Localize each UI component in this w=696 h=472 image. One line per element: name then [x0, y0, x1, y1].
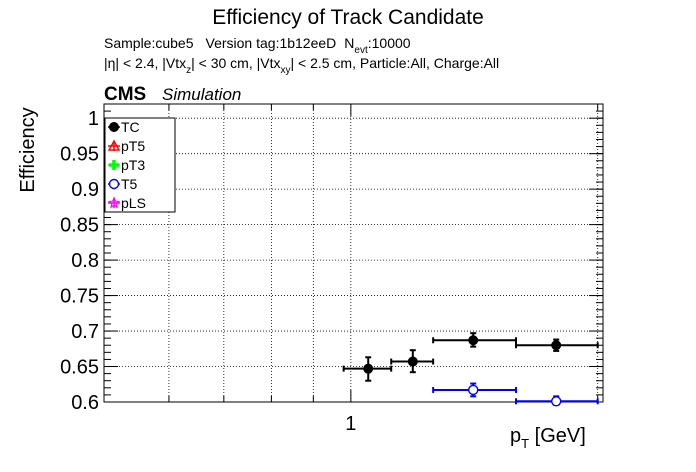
y-tick-label: 0.85	[60, 215, 99, 237]
data-point	[550, 396, 562, 407]
y-tick-label: 0.65	[60, 357, 99, 379]
data-point	[468, 335, 479, 346]
y-tick-label: 0.75	[60, 286, 99, 308]
grid	[103, 104, 603, 402]
x-axis-label-unit: [GeV]	[529, 425, 586, 447]
simulation-label: Simulation	[162, 85, 241, 104]
x-axis-label-sub: T	[521, 436, 529, 451]
y-tick-label: 0.95	[60, 144, 99, 166]
y-tick-label: 0.7	[71, 321, 99, 343]
chart-subtitle-line1: Sample:cube5 Version tag:1b12eeD Nevt:1000…	[104, 35, 411, 56]
data-point	[468, 384, 479, 396]
legend-label-pt5: pT5	[121, 138, 145, 154]
series-tc	[342, 332, 599, 382]
legend-marker	[107, 196, 121, 209]
subtitle-cut-sub-1: z	[186, 65, 191, 76]
series-t5	[432, 382, 599, 407]
subtitle-version: Version tag:1b12eeD	[206, 35, 337, 51]
legend-marker	[109, 160, 119, 170]
y-tick-label: 1	[88, 108, 99, 130]
legend-label-tc: TC	[121, 119, 140, 135]
data-series	[342, 332, 599, 407]
x-axis-label: pT [GeV]	[510, 425, 586, 451]
legend: TC pT5 pT3 T5 pLS	[104, 117, 176, 213]
x-tick-label: 1	[345, 413, 356, 435]
legend-label-pls: pLS	[121, 195, 146, 211]
subtitle-sample: Sample:cube5	[104, 35, 194, 51]
x-axis-label-main: p	[510, 425, 521, 447]
data-point	[551, 340, 562, 351]
legend-marker	[107, 139, 121, 151]
chart-title: Efficiency of Track Candidate	[212, 6, 484, 29]
chart-subtitle-line2: |η| < 2.4, |Vtxz| < 30 cm, |Vtxxy| < 2.5…	[104, 55, 499, 76]
legend-marker	[109, 122, 119, 132]
y-tick-label: 0.8	[71, 250, 99, 272]
y-axis-label: Efficiency	[17, 107, 39, 192]
axis-ticks: 1 0.6 0.65 0.7 0.75 0.8 0.85 0.9 0.95 1	[60, 103, 603, 435]
subtitle-n-label: N	[344, 35, 354, 51]
subtitle-n-value: :10000	[368, 35, 411, 51]
subtitle-n-sub: evt	[354, 45, 368, 56]
data-point	[363, 363, 374, 374]
subtitle-cut-3: | < 2.5 cm, Particle:All, Charge:All	[290, 55, 499, 71]
subtitle-cut-sub-2: xy	[280, 65, 290, 76]
y-tick-label: 0.9	[71, 179, 99, 201]
cms-label: CMS	[104, 84, 146, 105]
plot-frame	[103, 103, 604, 403]
data-point	[407, 356, 418, 367]
y-tick-label: 0.6	[71, 392, 99, 414]
legend-label-t5: T5	[121, 176, 138, 192]
subtitle-cut-1: |η| < 2.4, |Vtx	[104, 55, 186, 71]
legend-marker	[108, 178, 120, 190]
legend-label-pt3: pT3	[121, 157, 145, 173]
subtitle-cut-2: | < 30 cm, |Vtx	[191, 55, 280, 71]
